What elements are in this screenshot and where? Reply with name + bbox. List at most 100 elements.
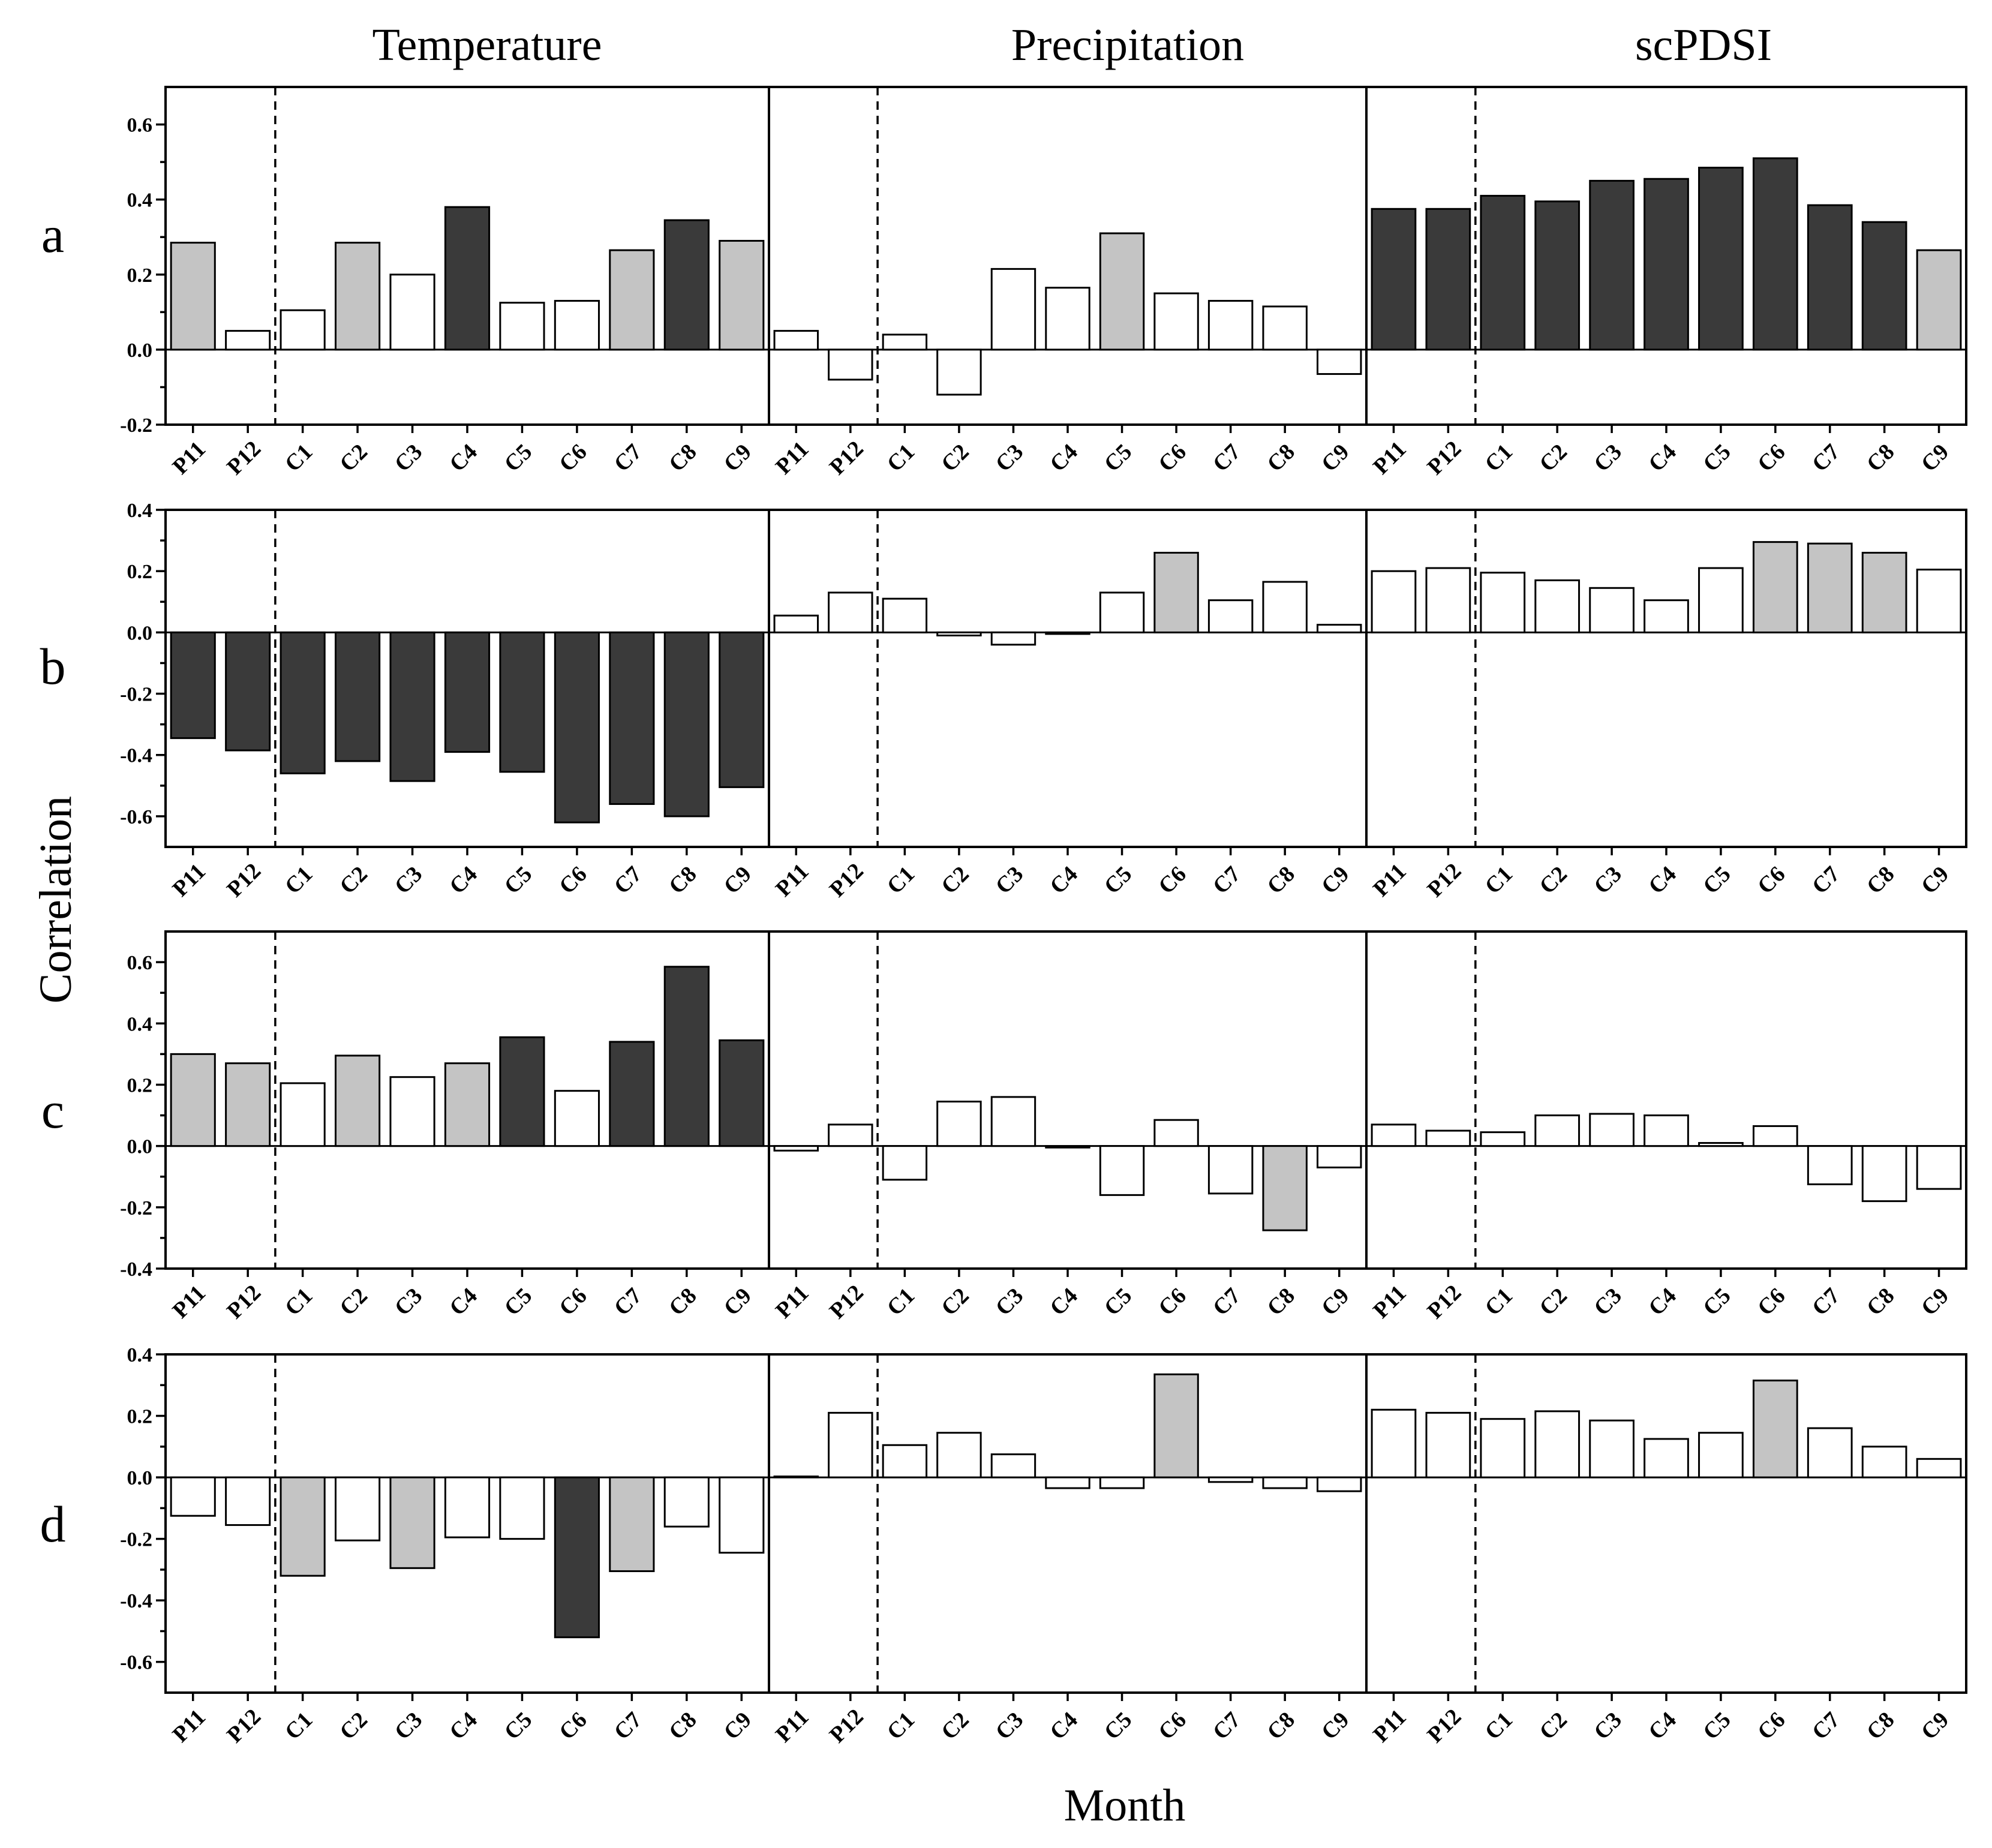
panel-rows: a -0.2 0.0 0.2 0.4 0.6 P11 P12 C1 C2 C3 C4 C5 C6 C7 C8 C…: [40, 86, 1967, 1748]
y-tick-label: 0.6: [127, 115, 153, 137]
subpanel-temperature: P11 P12 C1 C2 C3 C4 C5 C6 C7 C8 C9: [167, 1354, 765, 1748]
bar-scpdsi-C4: [1644, 1114, 1689, 1147]
x-tick-label: C1: [280, 1283, 318, 1321]
y-tick-label: 0.2: [127, 1074, 153, 1096]
x-tick-label: C4: [1644, 861, 1681, 899]
bar-scpdsi-P12: [1425, 567, 1471, 633]
panel-frame: [164, 509, 1967, 848]
x-tick-label: C7: [1807, 439, 1845, 477]
bar-temperature-C9: [719, 631, 765, 788]
y-tick-label: 0.4: [127, 1013, 153, 1035]
x-tick-label: C2: [936, 861, 974, 899]
panel-frame: [164, 1353, 1967, 1694]
bar-precipitation-P11: [773, 1476, 819, 1479]
bar-temperature-C3: [389, 1476, 435, 1569]
bar-temperature-C4: [444, 1062, 491, 1147]
x-tick-label: C7: [1807, 1283, 1845, 1321]
bar-temperature-C7: [609, 1476, 655, 1572]
x-tick-label: P11: [167, 1705, 211, 1748]
subpanel-precipitation: P11 P12 C1 C2 C3 C4 C5 C6 C7 C8 C9: [771, 931, 1362, 1324]
x-tick-label: C8: [1262, 1283, 1300, 1321]
x-tick-label: P12: [1422, 858, 1466, 902]
x-tick-label: P12: [222, 1704, 266, 1748]
y-tick-label: 0.6: [127, 952, 153, 974]
x-tick-label: C8: [1862, 1283, 1900, 1321]
bar-scpdsi-C5: [1698, 166, 1744, 351]
x-tick-label: C9: [1317, 1707, 1354, 1745]
x-tick-label: C2: [335, 439, 372, 477]
x-tick-label: C5: [500, 1283, 537, 1321]
bar-temperature-C2: [335, 1054, 381, 1147]
bar-temperature-P12: [225, 631, 271, 752]
x-tick-label: C7: [1208, 1707, 1246, 1745]
y-tick-label: 0.0: [127, 1467, 153, 1489]
x-tick-label: P12: [222, 858, 266, 902]
x-tick-label: C3: [991, 1283, 1029, 1321]
y-tick-label: 0.2: [127, 265, 153, 287]
x-tick-label: C3: [390, 439, 428, 477]
x-tick-label: C1: [1480, 439, 1518, 477]
x-tick-label: P12: [1422, 1280, 1466, 1324]
x-tick-label: C1: [1480, 1283, 1518, 1321]
x-tick-label: C6: [1153, 439, 1191, 477]
subpanel-temperature: P11 P12 C1 C2 C3 C4 C5 C6 C7 C8 C9: [167, 510, 765, 902]
bar-temperature-C1: [280, 309, 326, 351]
bar-precipitation-C1: [882, 333, 928, 351]
row-label-a: a: [41, 206, 64, 263]
bar-scpdsi-C3: [1589, 587, 1635, 633]
y-tick-label: 0.0: [127, 622, 153, 644]
x-tick-label: C6: [1753, 439, 1790, 477]
bar-scpdsi-C5: [1698, 1142, 1744, 1147]
x-tick-label: C7: [609, 861, 647, 899]
x-tick-label: C9: [719, 1283, 757, 1321]
bar-temperature-C1: [280, 1476, 326, 1577]
subpanel-precipitation: P11 P12 C1 C2 C3 C4 C5 C6 C7 C8 C9: [771, 87, 1362, 480]
x-tick-label: C7: [609, 1707, 647, 1745]
bar-scpdsi-C4: [1644, 178, 1689, 351]
bar-temperature-C8: [663, 631, 710, 818]
bar-precipitation-C9: [1317, 348, 1362, 375]
x-tick-label: P11: [1368, 859, 1411, 902]
bar-precipitation-C4: [1045, 1476, 1090, 1489]
bar-temperature-C2: [335, 631, 381, 762]
x-tick-label: C8: [1262, 1707, 1300, 1745]
bar-scpdsi-C2: [1534, 200, 1581, 351]
x-tick-label: C2: [936, 1707, 974, 1745]
bar-scpdsi-C3: [1589, 1113, 1635, 1147]
bar-temperature-C9: [719, 239, 765, 351]
row-label-c: c: [41, 1081, 64, 1139]
bar-precipitation-C8: [1262, 1145, 1308, 1231]
x-tick-label: C2: [1534, 1283, 1572, 1321]
subpanel-scpdsi: P11 P12 C1 C2 C3 C4 C5 C6 C7 C8 C9: [1368, 931, 1962, 1324]
x-tick-label: C3: [991, 861, 1029, 899]
bar-precipitation-C1: [882, 597, 928, 633]
bar-scpdsi-C9: [1916, 1145, 1962, 1190]
x-tick-label: C6: [1753, 1707, 1790, 1745]
column-title-precipitation: Precipitation: [1011, 20, 1244, 70]
bar-precipitation-C3: [990, 1453, 1036, 1479]
subpanel-precipitation: P11 P12 C1 C2 C3 C4 C5 C6 C7 C8 C9: [771, 1354, 1362, 1748]
x-tick-label: C7: [609, 1283, 647, 1321]
subpanel-temperature: P11 P12 C1 C2 C3 C4 C5 C6 C7 C8 C9: [167, 87, 765, 480]
x-tick-label: P12: [825, 858, 869, 902]
bar-scpdsi-P12: [1425, 1411, 1471, 1479]
y-axis-title: Correlation: [31, 796, 81, 1003]
x-tick-label: P11: [167, 1281, 211, 1324]
bar-scpdsi-C8: [1861, 552, 1907, 633]
x-tick-label: C3: [1589, 1283, 1627, 1321]
x-tick-label: C3: [1589, 439, 1627, 477]
bar-precipitation-C8: [1262, 305, 1308, 351]
bar-precipitation-C4: [1045, 1145, 1090, 1149]
bar-precipitation-P12: [828, 1411, 873, 1479]
x-tick-label: C3: [991, 439, 1029, 477]
row-label-b: b: [40, 638, 66, 695]
x-tick-label: C7: [1208, 439, 1246, 477]
y-tick-label: -0.2: [120, 414, 152, 437]
bar-scpdsi-C9: [1916, 569, 1962, 633]
panel-row-c: c -0.4 -0.2 0.0 0.2 0.4 0.6 P11 P12 C1 C2 C3 C4 C5 C6 C…: [41, 930, 1967, 1324]
bar-scpdsi-C7: [1807, 1427, 1853, 1479]
bar-precipitation-C5: [1099, 591, 1145, 633]
bar-precipitation-C8: [1262, 581, 1308, 633]
x-tick-label: C6: [554, 439, 592, 477]
bar-temperature-C5: [499, 1476, 545, 1540]
